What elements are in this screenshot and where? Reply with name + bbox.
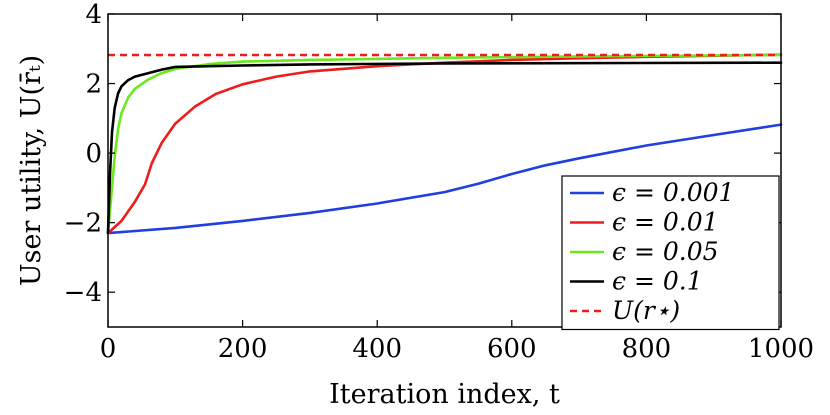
axis-tick-labels: 0 200 400 600 800 1000 −4 −2 0 2 4 [64,0,814,364]
y-tick-label: 2 [85,70,102,100]
x-tick-label: 200 [218,334,268,364]
x-tick-label: 400 [352,334,402,364]
series-line-3 [106,61,783,235]
y-tick-label: 4 [85,0,102,30]
plot-frame [107,13,782,328]
x-tick-label: 800 [622,334,672,364]
y-tick-label: −4 [64,278,102,308]
x-tick-label: 600 [487,334,537,364]
x-axis-title: Iteration index, t [329,379,560,410]
y-tick-label: −2 [64,209,102,239]
legend-label-1: ϵ = 0.01 [612,208,719,237]
x-tick-label: 1000 [748,334,814,364]
legend-label-4: U(r⋆) [612,296,680,325]
series-lines [106,53,783,235]
legend-label-3: ϵ = 0.1 [612,267,703,296]
series-line-0 [106,123,783,235]
y-tick-label: 0 [85,139,102,169]
series-line-2 [106,53,783,235]
legend-label-0: ϵ = 0.001 [612,178,734,207]
y-axis-title: User utility, U(r̄ₜ) [16,55,47,286]
series-line-1 [106,53,783,235]
x-tick-label: 0 [100,334,117,364]
legend-label-2: ϵ = 0.05 [612,237,719,266]
